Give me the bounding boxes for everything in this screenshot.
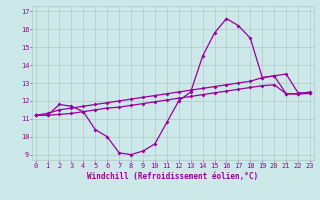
X-axis label: Windchill (Refroidissement éolien,°C): Windchill (Refroidissement éolien,°C)	[87, 172, 258, 181]
